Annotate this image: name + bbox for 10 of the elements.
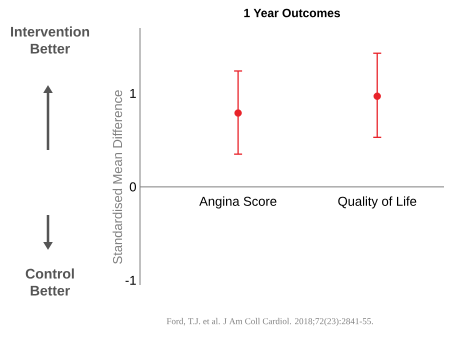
y-tick-label: 1 (130, 88, 136, 98)
x-tick-label: Angina Score (199, 196, 276, 208)
y-tick-label: 0 (130, 182, 136, 192)
text: Ford, T.J. et al. J Am Coll Cardiol. 2018;72(23):2841-55. (166, 318, 373, 326)
x-tick-label: Quality of Life (338, 196, 416, 208)
text: Intervention Better (11, 26, 90, 54)
y-axis-title: Standardised Mean Difference (112, 90, 122, 264)
chart-title: 1 Year Outcomes (244, 8, 340, 18)
y-tick-label: -1 (126, 276, 136, 285)
text: Control Better (26, 268, 74, 296)
